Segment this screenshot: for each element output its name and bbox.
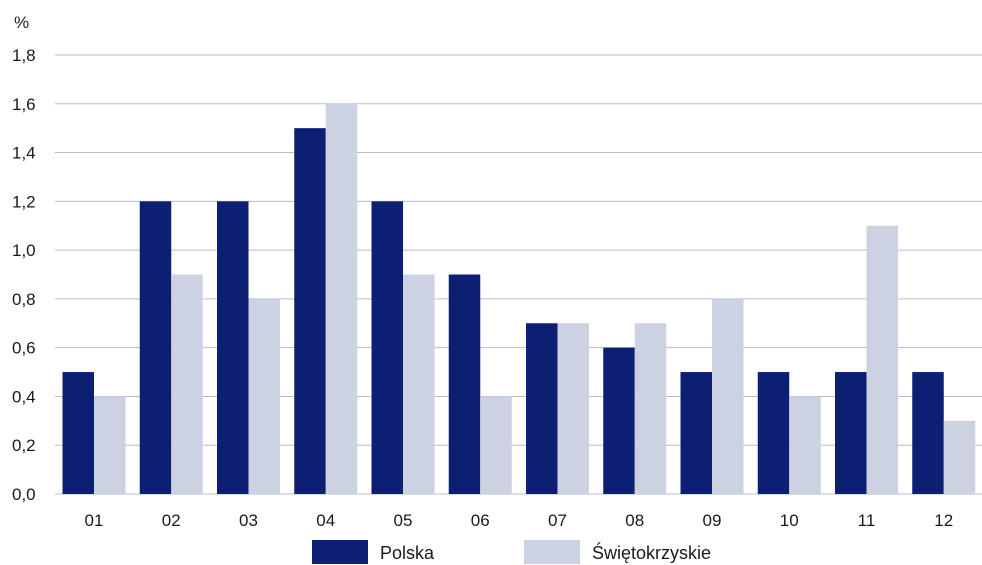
y-tick-label: 0,0 [12, 485, 36, 504]
x-tick-label: 01 [85, 511, 104, 530]
y-unit-label: % [14, 13, 29, 32]
bar-series-2-12 [943, 420, 976, 494]
bar-series-2-02 [171, 274, 203, 494]
bar-series-2-01 [94, 396, 126, 494]
x-tick-label: 08 [625, 511, 644, 530]
bar-series-2-05 [403, 274, 435, 494]
y-tick-label: 1,8 [12, 46, 36, 65]
y-tick-label: 1,2 [12, 192, 36, 211]
y-tick-label: 1,6 [12, 95, 36, 114]
bar-series-1-03 [217, 201, 249, 495]
bar-series-2-06 [480, 396, 512, 494]
y-tick-label: 1,0 [12, 241, 36, 260]
x-tick-label: 12 [934, 511, 953, 530]
bar-series-1-10 [757, 372, 790, 494]
legend: Polska Świętokrzyskie [312, 540, 711, 564]
bar-series-2-10 [789, 396, 821, 494]
x-tick-label: 09 [703, 511, 722, 530]
x-tick-label: 10 [780, 511, 799, 530]
bars [62, 103, 976, 495]
bar-series-2-09 [712, 298, 744, 494]
x-tick-label: 04 [316, 511, 335, 530]
bar-series-1-08 [603, 347, 635, 494]
y-tick-label: 0,6 [12, 339, 36, 358]
bar-series-1-11 [835, 372, 867, 494]
gridlines [55, 54, 982, 495]
x-tick-label: 02 [162, 511, 181, 530]
x-tick-label: 07 [548, 511, 567, 530]
legend-label: Świętokrzyskie [592, 542, 711, 563]
bar-series-2-07 [557, 323, 589, 494]
x-tick-label: 05 [394, 511, 413, 530]
bar-series-1-02 [139, 201, 172, 495]
bar-series-1-04 [294, 128, 326, 494]
bar-series-2-08 [634, 323, 667, 494]
bar-series-1-09 [680, 372, 712, 494]
x-axis: 01 02 03 04 05 06 07 08 09 10 11 12 [85, 511, 954, 530]
legend-swatch [312, 540, 368, 564]
y-axis: % 0,0 0,2 0,4 0,6 0,8 1,0 1,2 1,4 1,6 1,8 [12, 13, 36, 504]
bar-series-1-07 [526, 323, 558, 494]
y-tick-label: 0,8 [12, 290, 36, 309]
y-tick-label: 1,4 [12, 144, 36, 163]
legend-label: Polska [380, 543, 435, 563]
x-tick-label: 03 [239, 511, 258, 530]
x-tick-label: 06 [471, 511, 490, 530]
x-tick-label: 11 [858, 511, 876, 530]
bar-series-2-03 [248, 298, 280, 494]
bar-series-1-01 [62, 372, 94, 494]
bar-series-1-12 [912, 372, 944, 494]
bar-series-2-04 [325, 103, 358, 495]
bar-series-1-06 [448, 274, 481, 494]
y-tick-label: 0,2 [12, 436, 36, 455]
y-tick-label: 0,4 [12, 387, 36, 406]
bar-series-2-11 [866, 225, 898, 494]
legend-swatch [524, 540, 580, 564]
bar-series-1-05 [371, 201, 403, 495]
